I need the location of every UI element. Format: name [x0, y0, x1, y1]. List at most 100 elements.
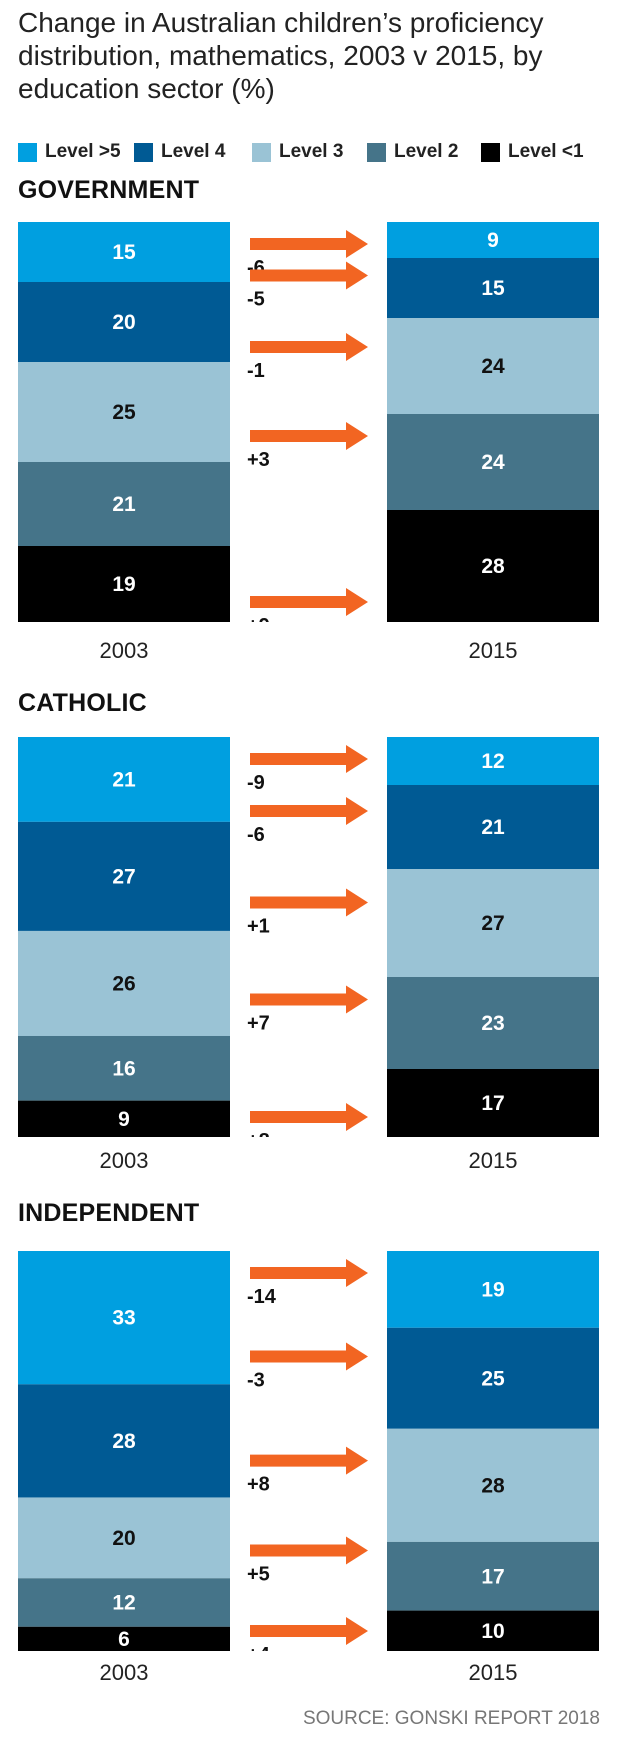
bar-segment-level-4-2015: [387, 258, 599, 318]
section-title-independent: INDEPENDENT: [18, 1199, 200, 1227]
change-label: +7: [247, 1012, 270, 1034]
source-note: SOURCE: GONSKI REPORT 2018: [302, 1708, 600, 1729]
bar-segment-level-4-2003: [18, 282, 230, 362]
year-label-2015: 2015: [468, 1660, 518, 1685]
data-label: 21: [481, 816, 505, 839]
bar-segment-level-2-2003: [18, 1578, 230, 1627]
bar-segment-level-3-2015: [387, 1428, 599, 1542]
change-label: -14: [247, 1286, 277, 1308]
change-arrow: [250, 1617, 368, 1645]
year-label-2003: 2003: [99, 1148, 149, 1173]
legend-swatch: [481, 142, 500, 162]
change-label: +4: [247, 1644, 271, 1651]
change-arrow: [250, 888, 368, 917]
arrow-shape: [250, 588, 368, 616]
data-label: 9: [487, 229, 499, 252]
arrow-shape: [250, 230, 368, 258]
arrow-shape: [250, 1342, 368, 1371]
legend-label: Level 3: [279, 141, 344, 162]
data-label: 24: [481, 355, 505, 378]
change-label: -6: [247, 824, 265, 846]
data-label: 9: [118, 1108, 130, 1131]
data-label: 19: [112, 573, 135, 596]
bar-segment-level-2-2015: [387, 414, 599, 510]
year-label-2015: 2015: [468, 638, 518, 663]
change-arrow: [250, 985, 368, 1014]
legend-item-level-below-1: Level <1: [481, 140, 584, 164]
arrow-shape: [250, 1259, 368, 1287]
arrow-shape: [250, 261, 368, 290]
data-label: 28: [112, 1430, 136, 1453]
data-label: 12: [481, 750, 504, 773]
change-label: -9: [247, 772, 265, 794]
change-arrow: [250, 422, 368, 450]
data-label: 21: [112, 493, 136, 516]
change-label: +8: [247, 1474, 270, 1496]
change-arrow: [250, 1342, 368, 1371]
data-label: 33: [112, 1307, 135, 1330]
independent-chart: 33 19 28 25 20 28 12 17 6 10 -14 -3 +8 +5 +4: [18, 1251, 599, 1651]
arrow-shape: [250, 1103, 368, 1131]
legend-item-level-4: Level 4: [134, 140, 225, 164]
legend-label: Level >5: [45, 141, 121, 162]
change-label: +1: [247, 915, 270, 937]
legend-item-level-2: Level 2: [367, 140, 458, 164]
bar-segment-level-4-2003: [18, 821, 230, 931]
arrow-shape: [250, 1446, 368, 1475]
chart-title: Change in Australian children’s proficie…: [18, 7, 544, 104]
bar-segment-level-above-5-2003: [18, 737, 230, 822]
legend-label: Level 2: [394, 141, 459, 162]
data-label: 24: [481, 451, 505, 474]
bar-segment-level-below-1-2003: [18, 546, 230, 622]
arrow-shape: [250, 985, 368, 1014]
change-label: +3: [247, 449, 270, 471]
bar-segment-level-3-2015: [387, 318, 599, 414]
change-label: +9: [247, 615, 270, 622]
data-label: 17: [481, 1565, 504, 1588]
year-label-2015: 2015: [468, 1148, 518, 1173]
legend-swatch: [18, 142, 37, 162]
bar-segment-level-3-2003: [18, 1497, 230, 1579]
year-label-2003: 2003: [99, 1660, 149, 1685]
bar-segment-level-4-2015: [387, 785, 599, 869]
data-label: 20: [112, 1527, 135, 1550]
data-label: 25: [112, 401, 136, 424]
change-arrow: [250, 1446, 368, 1475]
legend: Level >5 Level 4 Level 3 Level 2 Level <…: [18, 140, 618, 164]
data-label: 26: [112, 972, 135, 995]
bar-segment-level-above-5-2015: [387, 222, 599, 258]
legend-swatch: [252, 142, 271, 162]
change-arrow: [250, 1536, 368, 1565]
change-arrow: [250, 745, 368, 773]
data-label: 10: [481, 1620, 504, 1643]
data-label: 17: [481, 1092, 504, 1115]
data-label: 12: [112, 1592, 135, 1615]
bar-segment-level-3-2003: [18, 930, 230, 1036]
bar-segment-level-above-5-2003: [18, 1251, 230, 1385]
data-label: 21: [112, 768, 136, 791]
section-title-catholic: CATHOLIC: [18, 689, 147, 717]
legend-label: Level 4: [161, 141, 226, 162]
change-label: -3: [247, 1370, 265, 1392]
change-arrow: [250, 588, 368, 616]
change-label: -5: [247, 289, 265, 311]
bar-segment-level-below-1-2003: [18, 1626, 230, 1651]
arrow-shape: [250, 422, 368, 450]
bar-segment-level-3-2015: [387, 869, 599, 977]
bar-segment-level-above-5-2015: [387, 1251, 599, 1328]
bar-segment-level-below-1-2015: [387, 1069, 599, 1137]
bar-segment-level-above-5-2003: [18, 222, 230, 282]
data-label: 23: [481, 1012, 504, 1035]
arrow-shape: [250, 333, 368, 361]
catholic-chart: 21 12 27 21 26 27 16 23 9 17 -9 -6 +1 +7 +8: [18, 737, 599, 1137]
arrow-shape: [250, 796, 368, 825]
arrow-shape: [250, 1536, 368, 1565]
bar-segment-level-above-5-2015: [387, 737, 599, 785]
bar-segment-level-2-2003: [18, 1035, 230, 1101]
section-title-government: GOVERNMENT: [18, 176, 200, 204]
bar-segment-level-4-2003: [18, 1384, 230, 1498]
change-label: -1: [247, 360, 265, 382]
data-label: 16: [112, 1057, 135, 1080]
data-label: 25: [481, 1367, 505, 1390]
